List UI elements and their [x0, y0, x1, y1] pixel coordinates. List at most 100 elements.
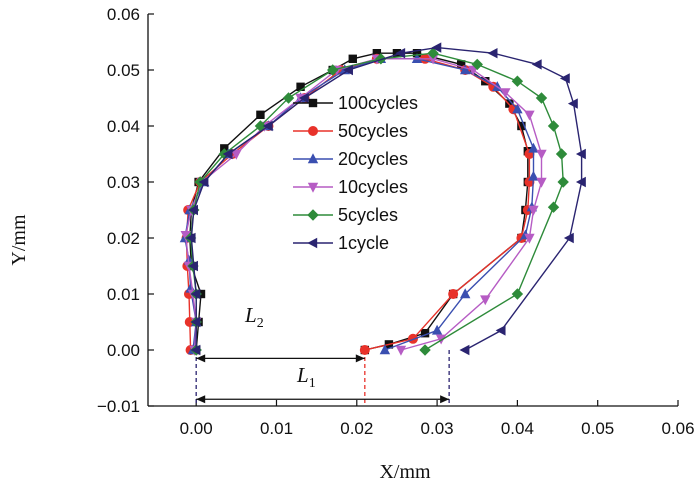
label-l1-sub: 1: [309, 376, 316, 391]
marker-square: [517, 121, 526, 131]
marker-diamond: [555, 148, 568, 160]
marker-circle: [448, 289, 459, 299]
y-tick-label: 0.01: [107, 285, 140, 304]
arrow-head-right: [355, 354, 365, 363]
label-l1: L1: [296, 363, 316, 391]
marker-diamond: [326, 64, 339, 76]
marker-square: [505, 99, 514, 108]
marker-triangle-down: [395, 345, 407, 356]
marker-circle: [359, 345, 370, 355]
marker-circle: [308, 126, 318, 136]
label-l1-main: L: [296, 363, 309, 387]
marker-diamond: [547, 201, 560, 213]
legend-item-20cycles: 20cycles: [293, 149, 408, 169]
legend-item-5cycles: 5cycles: [293, 205, 398, 225]
marker-triangle-left: [190, 344, 201, 356]
legend-label: 5cycles: [338, 205, 398, 225]
marker-triangle-up: [411, 53, 423, 63]
marker-diamond: [307, 209, 319, 221]
marker-diamond: [511, 75, 524, 87]
marker-triangle-down: [500, 88, 511, 99]
marker-triangle-down: [231, 149, 242, 160]
marker-square: [456, 60, 466, 69]
legend-item-50cycles: 50cycles: [293, 121, 408, 141]
marker-triangle-up: [431, 324, 443, 335]
l2-dimension-arrow: [196, 354, 365, 363]
legend-label: 20cycles: [338, 149, 408, 169]
y-tick-label: 0.04: [107, 117, 140, 136]
axes: −0.01 0.00 0.01 0.02 0.03 0.04 0.05 0.06 0.00 0.0…: [97, 5, 695, 438]
marker-triangle-up: [512, 103, 523, 114]
marker-triangle-left: [567, 98, 578, 109]
marker-square: [308, 98, 318, 108]
legend-label: 10cycles: [338, 177, 408, 197]
series-line: [190, 46, 583, 351]
marker-triangle-down: [480, 295, 491, 306]
marker-triangle-left: [575, 148, 586, 160]
marker-triangle-left: [563, 232, 574, 244]
marker-triangle-up: [307, 153, 319, 164]
marker-square: [420, 329, 430, 338]
marker-diamond: [282, 92, 295, 104]
y-tick-label: 0.00: [107, 341, 140, 360]
y-tick-label: −0.01: [97, 397, 140, 416]
x-tick-label: 0.06: [661, 419, 694, 438]
marker-triangle-left: [531, 59, 542, 70]
marker-triangle-left: [262, 120, 273, 132]
marker-triangle-left: [307, 237, 318, 249]
marker-triangle-left: [559, 73, 570, 84]
marker-diamond: [427, 47, 439, 59]
legend-label: 1cycle: [338, 233, 389, 253]
y-tick-label: 0.03: [107, 173, 140, 192]
marker-triangle-down: [524, 110, 535, 121]
marker-triangle-left: [343, 64, 353, 76]
marker-triangle-left: [459, 344, 470, 356]
marker-triangle-left: [298, 92, 309, 104]
x-tick-label: 0.01: [260, 419, 293, 438]
y-tick-label: 0.06: [107, 5, 140, 24]
marker-triangle-up: [528, 142, 539, 153]
marker-diamond: [511, 288, 524, 300]
y-tick-label: 0.05: [107, 61, 140, 80]
marker-triangle-left: [495, 325, 506, 336]
marker-triangle-left: [190, 288, 201, 300]
x-tick-label: 0.03: [421, 419, 454, 438]
marker-triangle-left: [188, 260, 198, 272]
legend-item-100cycles: 100cycles: [293, 93, 418, 113]
marker-square: [372, 49, 382, 58]
y-axis-title: Y/mm: [8, 214, 30, 266]
marker-triangle-down: [427, 54, 439, 65]
marker-triangle-left: [395, 48, 406, 59]
arrow-head-right: [440, 395, 450, 404]
marker-diamond: [471, 58, 483, 71]
marker-triangle-left: [188, 204, 198, 216]
marker-diamond: [547, 120, 560, 132]
marker-square: [256, 110, 265, 119]
label-l2-main: L: [244, 303, 257, 327]
marker-triangle-down: [180, 231, 191, 241]
marker-triangle-up: [459, 64, 471, 75]
label-l2: L2: [244, 303, 264, 331]
series-1cycle: [185, 42, 586, 356]
x-tick-label: 0.02: [340, 419, 373, 438]
x-axis-title: X/mm: [379, 461, 431, 483]
marker-triangle-left: [431, 42, 442, 53]
legend-label: 100cycles: [338, 93, 418, 113]
guide-lines: [195, 350, 450, 406]
marker-triangle-up: [528, 170, 539, 181]
y-tick-label: 0.02: [107, 229, 140, 248]
arrow-head-left: [196, 395, 206, 404]
marker-diamond: [375, 53, 387, 65]
marker-triangle-left: [222, 148, 233, 160]
x-tick-label: 0.00: [180, 419, 213, 438]
marker-triangle-left: [575, 176, 586, 188]
marker-triangle-left: [487, 48, 498, 59]
l1-dimension-arrow: [196, 395, 450, 404]
x-tick-label: 0.05: [581, 419, 614, 438]
marker-triangle-left: [185, 232, 196, 244]
legend: 100cycles 50cycles 20cycles 10cycles 5cycles…: [293, 93, 418, 253]
legend-label: 50cycles: [338, 121, 408, 141]
marker-triangle-left: [190, 316, 201, 328]
